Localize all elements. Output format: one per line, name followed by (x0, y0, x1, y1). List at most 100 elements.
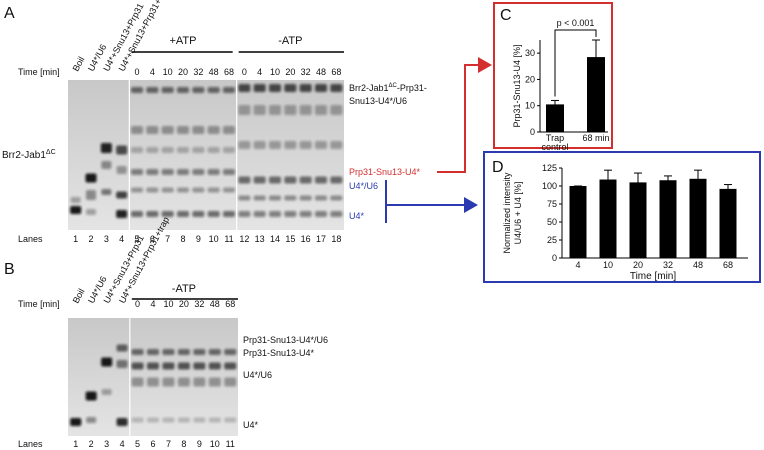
time-value: 0 (242, 67, 247, 77)
lane-number: 16 (301, 234, 311, 244)
gel-band (146, 126, 159, 134)
gel-band (269, 141, 281, 149)
gel-band (208, 417, 221, 423)
gel-band (208, 349, 221, 355)
gel-band (192, 169, 205, 175)
gel-band (238, 195, 251, 201)
gel-band (116, 210, 128, 218)
gel-band (269, 211, 281, 217)
gel-band (193, 362, 206, 370)
x-tick-label: 10 (603, 260, 613, 270)
lane-number: 14 (270, 234, 280, 244)
gel-band (192, 147, 205, 153)
gel-band (177, 362, 190, 370)
band-label: Brr2-Jab1ΔC-Prp31- (349, 83, 427, 93)
lane-number: 3 (104, 234, 109, 244)
gel-band (85, 391, 97, 401)
gel-band (253, 84, 266, 92)
y-axis-label: U4/U6 + U4 [%] (513, 182, 523, 245)
gel-band (284, 211, 297, 217)
gel-band (177, 169, 189, 175)
time-value: 4 (257, 67, 262, 77)
gel-band (207, 211, 220, 217)
gel-band (253, 176, 266, 184)
gel-band (162, 349, 175, 355)
gel-band (70, 197, 81, 203)
lane-number: 4 (120, 439, 125, 449)
lane-number: 9 (196, 234, 201, 244)
gel-band (223, 126, 235, 134)
gel-band (101, 189, 112, 195)
panel-d-box (483, 151, 761, 283)
gel-band (207, 126, 220, 134)
gel-band (269, 105, 281, 115)
gel-band (70, 418, 82, 426)
gel-band (330, 176, 343, 184)
time-value: 0 (135, 299, 140, 309)
gel-band (116, 166, 127, 174)
gel-band (86, 417, 97, 423)
gel-band (86, 190, 96, 200)
lane-number: 6 (150, 439, 155, 449)
gel-band (85, 173, 97, 183)
gel-band (238, 141, 251, 149)
gel-band (207, 187, 220, 193)
gel-band (177, 377, 190, 387)
lane-header: Boil (71, 55, 87, 73)
left-label-text: Brr2-Jab1 (2, 150, 46, 161)
bar (629, 182, 647, 258)
gel-band (253, 105, 266, 115)
gel-band (284, 195, 297, 201)
lane-number: 13 (255, 234, 265, 244)
x-tick-label: control (541, 142, 568, 152)
band-label: U4* (243, 420, 259, 430)
gel-band (101, 357, 113, 367)
gel-band (207, 87, 220, 93)
gel-band (299, 105, 312, 115)
time-value: 10 (163, 67, 173, 77)
time-label: Time [min] (18, 299, 60, 309)
condition-label: +ATP (169, 35, 196, 47)
gel-band (146, 147, 159, 153)
lane-number: 7 (166, 439, 171, 449)
gel-band (299, 211, 312, 217)
bar (689, 178, 707, 258)
y-tick-label: 50 (547, 217, 557, 227)
gel-band (147, 417, 159, 423)
gel-band (161, 147, 174, 153)
gel-band (284, 176, 297, 184)
y-tick-label: 0 (552, 253, 557, 263)
time-value: 48 (210, 299, 220, 309)
band-label: Prp31-Snu13-U4* (243, 348, 315, 358)
time-value: 48 (316, 67, 326, 77)
lane-number: 11 (224, 234, 233, 244)
gel-band (161, 211, 174, 217)
time-value: 68 (331, 67, 341, 77)
time-value: 32 (301, 67, 311, 77)
time-value: 4 (150, 299, 155, 309)
gel-band (147, 377, 159, 387)
gel-band (162, 417, 175, 423)
panel-c-box (493, 2, 613, 149)
gel-band (131, 211, 143, 217)
x-axis-label: Time [min] (630, 271, 677, 282)
gel-band (193, 377, 206, 387)
lane-number: 17 (316, 234, 326, 244)
x-tick-label: Trap (546, 133, 564, 143)
lanes-label: Lanes (18, 234, 43, 244)
x-tick-label: 20 (633, 260, 643, 270)
gel-band (223, 187, 235, 193)
gel-band (131, 362, 144, 370)
gel-band (224, 377, 237, 387)
gel-band (131, 169, 143, 175)
lane-number: 11 (226, 439, 235, 449)
red-arrow (437, 57, 492, 173)
time-label: Time [min] (18, 67, 60, 77)
gel-band (162, 377, 175, 387)
lane-number: 5 (135, 439, 140, 449)
gel-band (224, 349, 237, 355)
condition-label: -ATP (172, 283, 196, 295)
gel-band (224, 362, 237, 370)
lane-number: 3 (104, 439, 109, 449)
gel-band (224, 417, 237, 423)
